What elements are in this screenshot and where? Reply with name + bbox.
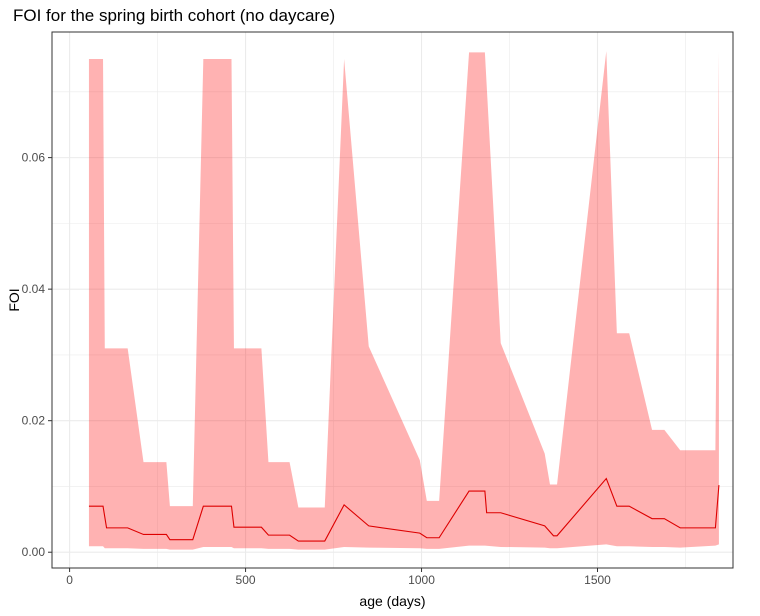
x-tick-label: 500	[236, 573, 256, 587]
chart-title: FOI for the spring birth cohort (no dayc…	[13, 6, 336, 25]
axes: 0 500 1000 1500 0.00 0.02 0.04 0.06	[22, 151, 612, 587]
grid-lines	[52, 32, 733, 568]
x-tick-label: 1000	[408, 573, 435, 587]
confidence-ribbon	[88, 51, 719, 550]
y-tick-label: 0.06	[22, 151, 46, 165]
panel-border	[51, 31, 734, 569]
y-tick-label: 0.04	[22, 282, 46, 296]
panel-background	[52, 32, 733, 568]
x-tick-label: 0	[66, 573, 73, 587]
plot-area	[88, 51, 720, 550]
x-tick-label: 1500	[584, 573, 611, 587]
y-tick-label: 0.00	[22, 545, 46, 559]
x-axis-title: age (days)	[359, 593, 425, 609]
y-tick-label: 0.02	[22, 414, 46, 428]
foi-line	[88, 477, 720, 542]
y-axis-title: FOI	[6, 288, 22, 311]
